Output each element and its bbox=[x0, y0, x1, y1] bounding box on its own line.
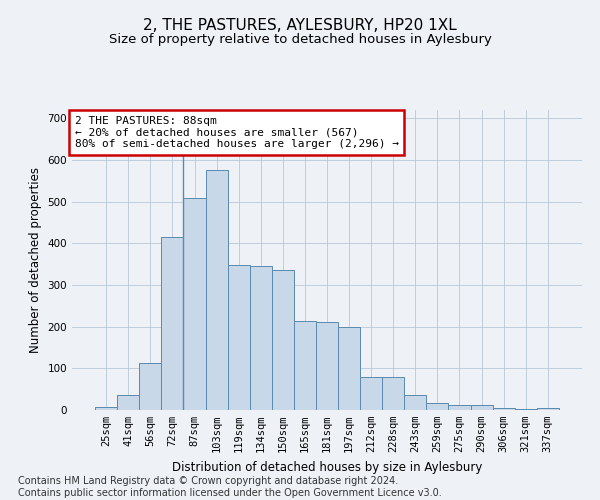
Bar bbox=[95, 406, 117, 410]
Text: 2 THE PASTURES: 88sqm
← 20% of detached houses are smaller (567)
80% of semi-det: 2 THE PASTURES: 88sqm ← 20% of detached … bbox=[74, 116, 398, 149]
Text: 2, THE PASTURES, AYLESBURY, HP20 1XL: 2, THE PASTURES, AYLESBURY, HP20 1XL bbox=[143, 18, 457, 32]
Bar bbox=[272, 270, 294, 410]
Bar bbox=[161, 237, 184, 410]
Bar bbox=[316, 322, 338, 410]
Bar bbox=[250, 266, 272, 410]
Bar bbox=[139, 364, 161, 410]
Bar bbox=[470, 405, 493, 410]
Bar bbox=[227, 265, 250, 410]
Bar bbox=[404, 396, 427, 410]
Bar bbox=[360, 376, 382, 410]
Y-axis label: Number of detached properties: Number of detached properties bbox=[29, 167, 42, 353]
Bar bbox=[338, 326, 360, 410]
Text: Contains HM Land Registry data © Crown copyright and database right 2024.
Contai: Contains HM Land Registry data © Crown c… bbox=[18, 476, 442, 498]
Bar bbox=[184, 198, 206, 410]
Bar bbox=[493, 408, 515, 410]
Bar bbox=[206, 170, 227, 410]
Text: Size of property relative to detached houses in Aylesbury: Size of property relative to detached ho… bbox=[109, 32, 491, 46]
Bar bbox=[537, 408, 559, 410]
Bar bbox=[427, 402, 448, 410]
Bar bbox=[382, 376, 404, 410]
Bar bbox=[515, 409, 537, 410]
X-axis label: Distribution of detached houses by size in Aylesbury: Distribution of detached houses by size … bbox=[172, 460, 482, 473]
Bar bbox=[294, 322, 316, 410]
Bar bbox=[117, 396, 139, 410]
Bar bbox=[448, 405, 470, 410]
